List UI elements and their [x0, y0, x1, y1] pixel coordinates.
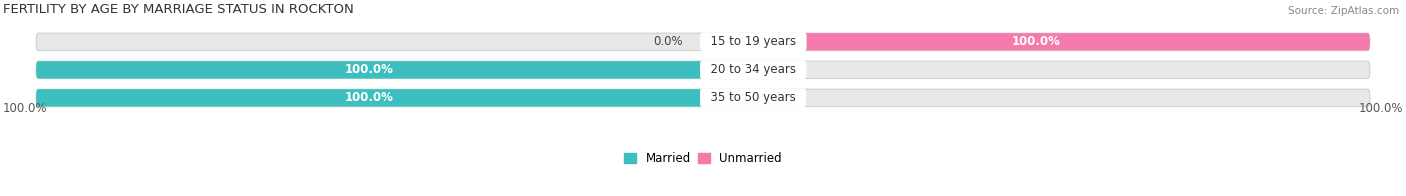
Text: 0.0%: 0.0%	[723, 91, 752, 104]
FancyBboxPatch shape	[37, 61, 1369, 79]
Text: 15 to 19 years: 15 to 19 years	[703, 35, 804, 48]
FancyBboxPatch shape	[37, 33, 1369, 51]
Text: 100.0%: 100.0%	[1012, 35, 1062, 48]
Text: 100.0%: 100.0%	[3, 102, 48, 115]
FancyBboxPatch shape	[37, 61, 703, 79]
Text: FERTILITY BY AGE BY MARRIAGE STATUS IN ROCKTON: FERTILITY BY AGE BY MARRIAGE STATUS IN R…	[3, 3, 353, 16]
Legend: Married, Unmarried: Married, Unmarried	[624, 152, 782, 165]
Text: 0.0%: 0.0%	[654, 35, 683, 48]
Text: Source: ZipAtlas.com: Source: ZipAtlas.com	[1288, 6, 1399, 16]
Text: 35 to 50 years: 35 to 50 years	[703, 91, 803, 104]
FancyBboxPatch shape	[37, 89, 1369, 107]
Text: 100.0%: 100.0%	[344, 63, 394, 76]
Text: 20 to 34 years: 20 to 34 years	[703, 63, 803, 76]
FancyBboxPatch shape	[703, 33, 1369, 51]
Text: 100.0%: 100.0%	[1358, 102, 1403, 115]
Text: 100.0%: 100.0%	[344, 91, 394, 104]
FancyBboxPatch shape	[37, 89, 703, 107]
Text: 0.0%: 0.0%	[723, 63, 752, 76]
